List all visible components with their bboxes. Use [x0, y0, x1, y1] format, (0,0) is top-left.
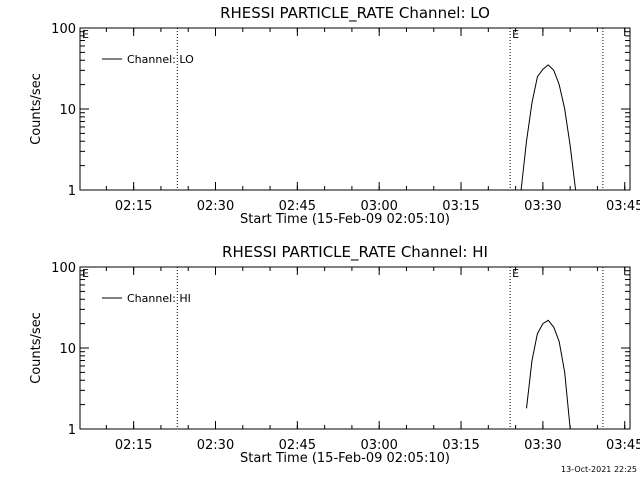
series-line-0 — [526, 319, 571, 430]
x-tick-label: 03:00 — [360, 199, 397, 214]
legend-label: Channel: HI — [127, 292, 191, 305]
event-marker-label: E — [512, 267, 519, 280]
chart-panel-0: RHESSI PARTICLE_RATE Channel: LO Start Ti… — [29, 4, 640, 227]
x-tick-label: 02:30 — [197, 438, 234, 453]
x-tick-label: 02:15 — [115, 199, 152, 214]
x-tick-label: 03:45 — [606, 438, 640, 453]
x-tick-label: 03:30 — [524, 199, 561, 214]
x-tick-label: 03:45 — [606, 199, 640, 214]
y-tick-label: 100 — [51, 261, 76, 276]
chart-title: RHESSI PARTICLE_RATE Channel: HI — [222, 243, 488, 262]
y-tick-label: 1 — [68, 423, 76, 438]
series-line-0 — [520, 64, 577, 191]
x-tick-label: 03:00 — [360, 438, 397, 453]
legend-label: Channel: LO — [127, 53, 194, 66]
event-marker-label: E — [82, 267, 89, 280]
event-marker-label: E — [512, 28, 519, 41]
x-tick-label: 03:15 — [442, 199, 479, 214]
event-marker-label: E — [82, 28, 89, 41]
x-tick-label: 03:15 — [442, 438, 479, 453]
plot-timestamp: 13-Oct-2021 22:25 — [561, 465, 637, 474]
y-tick-label: 1 — [68, 184, 76, 199]
x-tick-label: 02:15 — [115, 438, 152, 453]
y-tick-label: 10 — [59, 342, 76, 357]
x-axis-label: Start Time (15-Feb-09 02:05:10) — [240, 451, 450, 466]
y-tick-label: 10 — [59, 103, 76, 118]
y-axis-label: Counts/sec — [29, 312, 44, 384]
x-tick-label: 02:45 — [279, 199, 316, 214]
x-tick-label: 02:30 — [197, 199, 234, 214]
chart-title: RHESSI PARTICLE_RATE Channel: LO — [220, 4, 490, 23]
y-tick-label: 100 — [51, 22, 76, 37]
x-axis-label: Start Time (15-Feb-09 02:05:10) — [240, 212, 450, 227]
x-tick-label: 03:30 — [524, 438, 561, 453]
x-tick-label: 02:45 — [279, 438, 316, 453]
y-axis-label: Counts/sec — [29, 73, 44, 145]
chart-panel-1: RHESSI PARTICLE_RATE Channel: HI Start Ti… — [29, 243, 640, 466]
